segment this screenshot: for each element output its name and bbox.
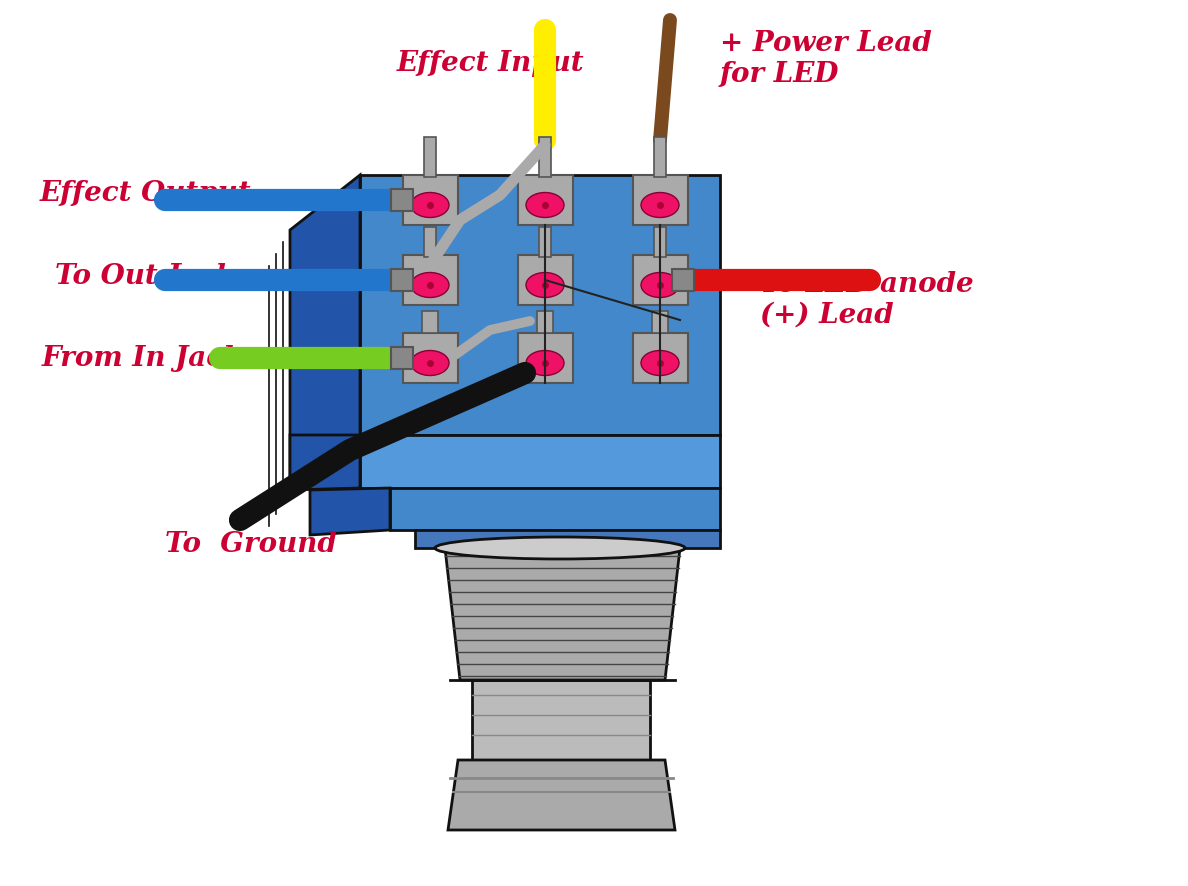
- Bar: [652, 311, 668, 333]
- Text: Effect Input: Effect Input: [396, 50, 583, 77]
- Bar: [422, 311, 438, 333]
- Text: To  Ground: To Ground: [165, 532, 336, 558]
- Bar: [403, 333, 459, 383]
- Bar: [655, 227, 666, 257]
- Bar: [424, 137, 436, 177]
- Bar: [655, 137, 666, 177]
- Text: To LED anode
(+) Lead: To LED anode (+) Lead: [760, 271, 974, 329]
- Text: From In Jack: From In Jack: [42, 345, 244, 371]
- Bar: [518, 333, 573, 383]
- Bar: [537, 311, 552, 333]
- Polygon shape: [290, 435, 360, 490]
- Bar: [518, 255, 573, 305]
- Text: Effect Output: Effect Output: [40, 180, 252, 206]
- Polygon shape: [360, 175, 720, 435]
- Polygon shape: [310, 488, 390, 535]
- Ellipse shape: [526, 351, 564, 376]
- Polygon shape: [290, 175, 360, 490]
- Bar: [424, 227, 436, 257]
- Ellipse shape: [435, 537, 685, 559]
- Bar: [403, 255, 459, 305]
- Polygon shape: [472, 680, 650, 760]
- Bar: [539, 137, 551, 177]
- Ellipse shape: [642, 351, 680, 376]
- Bar: [633, 175, 688, 225]
- Ellipse shape: [411, 273, 449, 298]
- Ellipse shape: [526, 273, 564, 298]
- Ellipse shape: [411, 192, 449, 217]
- Bar: [672, 269, 694, 291]
- Polygon shape: [448, 760, 675, 830]
- Bar: [391, 347, 413, 369]
- Polygon shape: [390, 488, 720, 530]
- Text: + Power Lead
for LED: + Power Lead for LED: [720, 30, 931, 89]
- Bar: [633, 255, 688, 305]
- Ellipse shape: [642, 273, 680, 298]
- Bar: [391, 269, 413, 291]
- Bar: [539, 227, 551, 257]
- Bar: [391, 189, 413, 211]
- Polygon shape: [446, 548, 680, 680]
- Bar: [403, 175, 459, 225]
- Bar: [633, 333, 688, 383]
- Ellipse shape: [411, 351, 449, 376]
- Polygon shape: [415, 530, 720, 548]
- Bar: [518, 175, 573, 225]
- Ellipse shape: [526, 192, 564, 217]
- Ellipse shape: [642, 192, 680, 217]
- Text: To Out Jack: To Out Jack: [55, 262, 234, 290]
- Polygon shape: [360, 435, 720, 488]
